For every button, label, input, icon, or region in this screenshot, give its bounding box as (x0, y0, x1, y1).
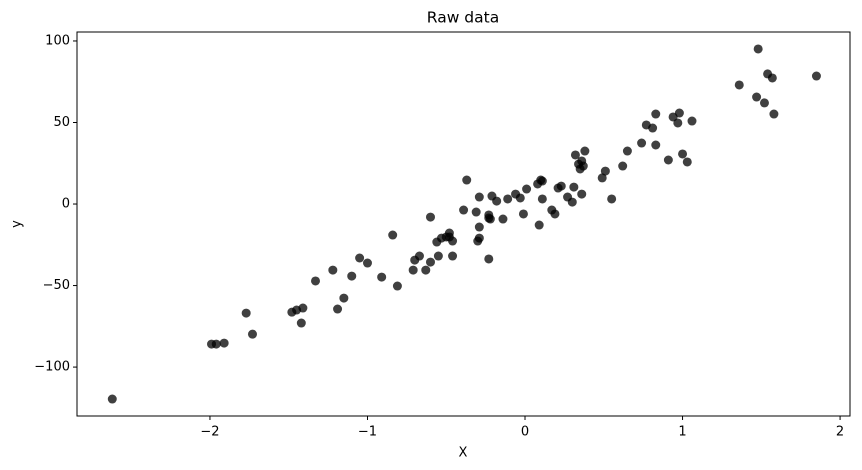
point (362, 258, 372, 268)
point (673, 118, 683, 128)
point (471, 207, 481, 217)
point (534, 220, 544, 230)
chart-title: Raw data (427, 9, 499, 27)
point (759, 98, 769, 108)
point (577, 189, 587, 199)
point (355, 253, 365, 263)
point (556, 181, 566, 191)
point (444, 228, 454, 238)
x-tick-label: 0 (521, 425, 529, 440)
point (811, 71, 821, 81)
point (247, 329, 257, 339)
point (597, 173, 607, 183)
point (678, 149, 688, 159)
point (474, 222, 484, 232)
x-axis-label: X (459, 446, 468, 461)
point (518, 209, 528, 219)
point (311, 276, 321, 286)
x-tick-label: −1 (358, 425, 377, 440)
point (767, 73, 777, 83)
point (433, 251, 443, 261)
y-axis-label: y (10, 220, 25, 228)
plot-frame (76, 31, 851, 417)
point (687, 116, 697, 126)
point (339, 293, 349, 303)
point (578, 161, 588, 171)
point (600, 166, 610, 176)
point (498, 214, 508, 224)
point (484, 254, 494, 264)
point (682, 157, 692, 167)
point (408, 265, 418, 275)
y-tick-label: 0 (62, 197, 70, 212)
point (388, 230, 398, 240)
point (492, 196, 502, 206)
point (392, 281, 402, 291)
x-tick-label: −2 (200, 425, 219, 440)
point (107, 394, 117, 404)
point (580, 146, 590, 156)
point (734, 80, 744, 90)
point (637, 138, 647, 148)
point (425, 257, 435, 267)
point (462, 175, 472, 185)
point (347, 271, 357, 281)
y-tick-label: 100 (45, 33, 70, 48)
point (459, 205, 469, 215)
point (569, 182, 579, 192)
point (607, 194, 617, 204)
point (522, 184, 532, 194)
point (550, 209, 560, 219)
point (537, 176, 547, 186)
point (503, 194, 513, 204)
point (298, 303, 308, 313)
point (448, 236, 458, 246)
point (474, 233, 484, 243)
point (622, 146, 632, 156)
point (474, 192, 484, 202)
y-tick-label: 50 (53, 115, 70, 130)
y-tick-label: −100 (34, 360, 70, 375)
point (421, 265, 431, 275)
point (485, 214, 495, 224)
point (211, 339, 221, 349)
y-tick-label: −50 (43, 278, 70, 293)
point (618, 161, 628, 171)
point (537, 194, 547, 204)
point (674, 108, 684, 118)
point (567, 197, 577, 207)
point (328, 265, 338, 275)
point (448, 251, 458, 261)
point (241, 308, 251, 318)
x-tick-label: 1 (678, 425, 686, 440)
point (651, 140, 661, 150)
point (651, 109, 661, 119)
point (425, 212, 435, 222)
point (515, 193, 525, 203)
point (414, 251, 424, 261)
point (296, 318, 306, 328)
point (648, 123, 658, 133)
x-tick-label: 2 (836, 425, 844, 440)
point (333, 304, 343, 314)
point (377, 272, 387, 282)
point (663, 155, 673, 165)
point (752, 92, 762, 102)
point (219, 338, 229, 348)
point (769, 109, 779, 119)
point (570, 150, 580, 160)
point (753, 44, 763, 54)
